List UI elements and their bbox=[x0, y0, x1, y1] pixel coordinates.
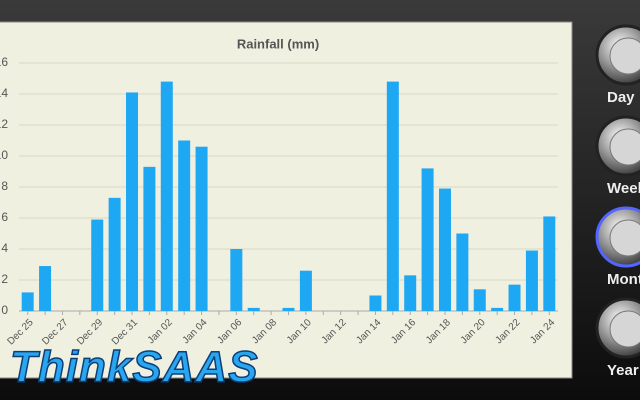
bar bbox=[143, 166, 156, 311]
bar bbox=[39, 266, 52, 311]
y-tick-label: 14 bbox=[0, 86, 8, 100]
bar bbox=[160, 81, 173, 311]
knob-face bbox=[609, 128, 640, 166]
chart-panel bbox=[0, 21, 573, 379]
bar bbox=[456, 233, 469, 311]
y-tick-label: 10 bbox=[0, 148, 8, 162]
bar bbox=[299, 270, 312, 311]
bar bbox=[525, 250, 538, 311]
bar bbox=[126, 92, 139, 311]
bar bbox=[369, 295, 382, 311]
bar bbox=[386, 81, 399, 311]
bar bbox=[491, 307, 504, 311]
bar bbox=[543, 216, 556, 311]
y-tick-label: 12 bbox=[0, 117, 8, 131]
knob-face bbox=[609, 219, 640, 257]
bar bbox=[282, 307, 295, 311]
knob-face bbox=[609, 37, 640, 75]
button-label[interactable]: Month bbox=[607, 271, 640, 288]
y-tick-label: 16 bbox=[0, 55, 8, 69]
bar bbox=[195, 146, 208, 311]
bar bbox=[404, 275, 417, 311]
y-tick-label: 8 bbox=[1, 179, 8, 193]
bar bbox=[178, 140, 191, 311]
bar bbox=[91, 219, 104, 311]
y-tick-label: 6 bbox=[1, 210, 8, 224]
bar bbox=[230, 249, 243, 311]
y-tick-label: 4 bbox=[1, 241, 8, 255]
bar bbox=[473, 289, 486, 311]
bar bbox=[438, 188, 451, 311]
button-label[interactable]: Day bbox=[607, 89, 635, 106]
bar bbox=[421, 168, 434, 311]
bar bbox=[21, 292, 34, 311]
chart-title: Rainfall (mm) bbox=[237, 36, 319, 51]
y-tick-label: 2 bbox=[1, 272, 8, 286]
bar bbox=[247, 307, 260, 311]
button-label[interactable]: Week bbox=[607, 180, 640, 197]
knob-face bbox=[609, 310, 640, 348]
controls: Day Week Month Year bbox=[595, 24, 640, 379]
bar bbox=[108, 197, 121, 311]
bar bbox=[508, 284, 521, 311]
button-label[interactable]: Year bbox=[607, 362, 639, 379]
y-tick-label: 0 bbox=[1, 303, 8, 317]
watermark: ThinkSAAS bbox=[10, 343, 259, 392]
